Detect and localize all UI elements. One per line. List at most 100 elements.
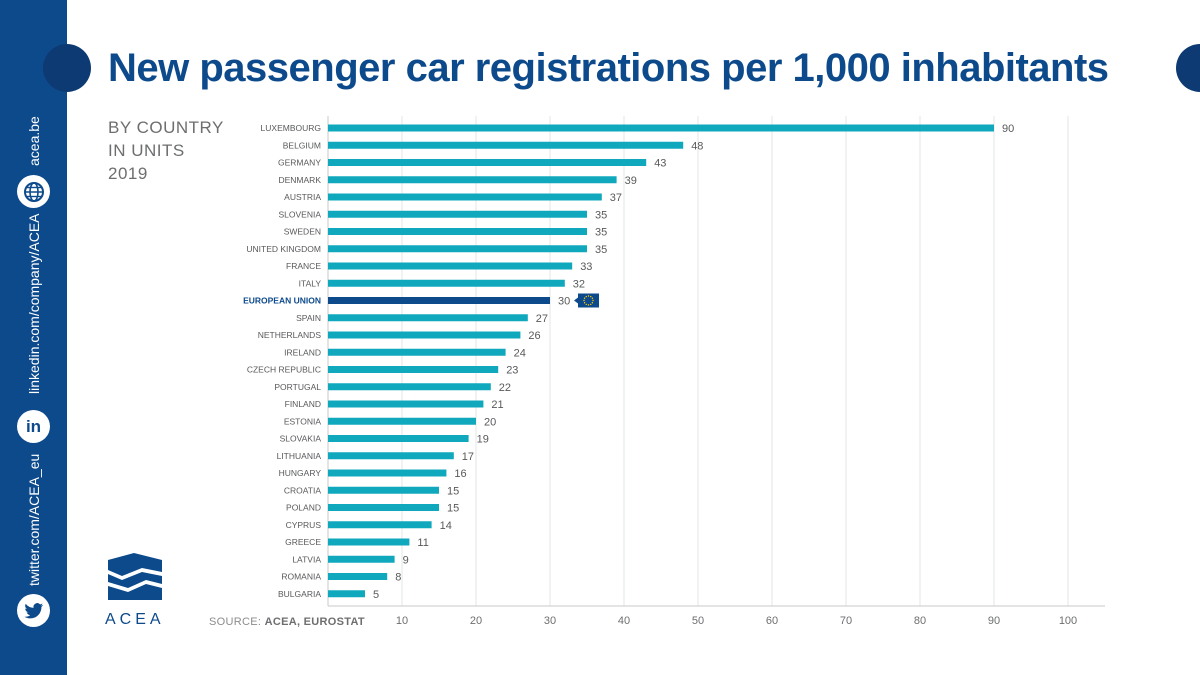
value-label: 30	[558, 296, 570, 308]
value-label: 9	[403, 554, 409, 566]
value-label: 5	[373, 589, 379, 601]
bar	[328, 159, 647, 166]
x-tick-label: 50	[692, 615, 704, 627]
bar	[328, 590, 365, 598]
bar	[328, 141, 684, 149]
source-label: SOURCE:	[209, 616, 262, 628]
logo-text: ACEA	[105, 611, 165, 628]
category-label: CZECH REPUBLIC	[247, 365, 321, 375]
bar	[328, 176, 617, 184]
category-label: AUSTRIA	[284, 192, 321, 202]
bar	[328, 452, 454, 460]
category-label: SWEDEN	[284, 227, 321, 237]
value-label: 48	[691, 140, 703, 152]
value-label: 21	[491, 399, 503, 411]
value-label: 17	[462, 451, 474, 463]
bar	[328, 417, 476, 425]
x-tick-label: 90	[988, 615, 1000, 627]
bar	[328, 366, 499, 373]
value-label: 19	[477, 434, 489, 446]
bar	[328, 279, 565, 287]
subtitle-line: 2019	[108, 164, 148, 183]
value-label: 35	[595, 244, 607, 256]
category-label: CROATIA	[284, 485, 321, 495]
subtitle-line: BY COUNTRY	[108, 118, 224, 137]
bar	[328, 573, 388, 580]
category-label: POLAND	[286, 503, 321, 513]
page-title: New passenger car registrations per 1,00…	[108, 46, 1109, 90]
bar	[328, 193, 602, 201]
value-label: 39	[625, 175, 637, 187]
bar	[328, 555, 395, 563]
category-label: IRELAND	[284, 347, 321, 357]
globe-icon[interactable]	[17, 175, 50, 208]
bar	[328, 400, 484, 408]
bar	[328, 297, 550, 304]
value-label: 8	[395, 572, 401, 584]
value-label: 26	[528, 330, 540, 342]
x-tick-label: 70	[840, 615, 852, 627]
chart-subtitle: BY COUNTRY IN UNITS 2019	[108, 116, 224, 185]
source-value: ACEA, EUROSTAT	[264, 616, 365, 628]
source-note: SOURCE: ACEA, EUROSTAT	[209, 616, 365, 628]
value-label: 11	[417, 537, 428, 549]
value-label: 24	[514, 347, 526, 359]
category-label: GREECE	[285, 537, 321, 547]
bar	[328, 538, 410, 546]
x-tick-label: 100	[1059, 615, 1077, 627]
value-label: 23	[506, 365, 518, 377]
decorative-circle-left	[43, 44, 91, 92]
category-label: FINLAND	[285, 399, 321, 409]
category-label: SLOVAKIA	[280, 434, 322, 444]
bar	[328, 228, 587, 235]
category-label: SLOVENIA	[278, 209, 321, 219]
bar	[328, 469, 447, 477]
category-label: CYPRUS	[286, 520, 322, 530]
bar	[328, 348, 506, 356]
value-label: 33	[580, 261, 592, 273]
twitter-bird-icon[interactable]	[17, 594, 50, 627]
sidebar: acea.be linkedin.com/company/ACEA in twi…	[0, 0, 67, 675]
x-tick-label: 40	[618, 615, 630, 627]
bar	[328, 262, 573, 270]
value-label: 16	[454, 468, 466, 480]
category-label: HUNGARY	[279, 468, 322, 478]
bar	[328, 331, 521, 339]
bar	[328, 314, 528, 322]
category-label: ROMANIA	[281, 572, 321, 582]
category-label: BELGIUM	[283, 140, 321, 150]
category-label: BULGARIA	[278, 589, 321, 599]
category-label: LATVIA	[292, 554, 321, 564]
value-label: 14	[440, 520, 452, 532]
x-tick-label: 30	[544, 615, 556, 627]
x-tick-label: 60	[766, 615, 778, 627]
category-label: LITHUANIA	[277, 451, 322, 461]
category-label: LUXEMBOURG	[261, 123, 321, 133]
acea-logo-icon	[108, 553, 162, 600]
bar	[328, 435, 469, 442]
category-label: EUROPEAN UNION	[243, 296, 321, 306]
value-label: 43	[654, 158, 666, 170]
value-label: 22	[499, 382, 511, 394]
subtitle-line: IN UNITS	[108, 141, 185, 160]
eu-flag-icon	[574, 293, 599, 308]
bar	[328, 124, 994, 132]
value-label: 37	[610, 192, 622, 204]
bar	[328, 486, 439, 494]
category-label: GERMANY	[278, 158, 321, 168]
category-label: FRANCE	[286, 261, 321, 271]
category-label: PORTUGAL	[274, 382, 321, 392]
x-tick-label: 10	[396, 615, 408, 627]
linkedin-icon[interactable]: in	[17, 410, 50, 443]
category-label: UNITED KINGDOM	[246, 244, 321, 254]
category-label: ITALY	[299, 278, 322, 288]
category-label: DENMARK	[278, 175, 321, 185]
bar	[328, 383, 491, 391]
value-label: 15	[447, 503, 459, 515]
value-label: 90	[1002, 123, 1014, 135]
value-label: 20	[484, 416, 496, 428]
bar	[328, 504, 439, 511]
bar	[328, 245, 587, 253]
x-tick-label: 20	[470, 615, 482, 627]
